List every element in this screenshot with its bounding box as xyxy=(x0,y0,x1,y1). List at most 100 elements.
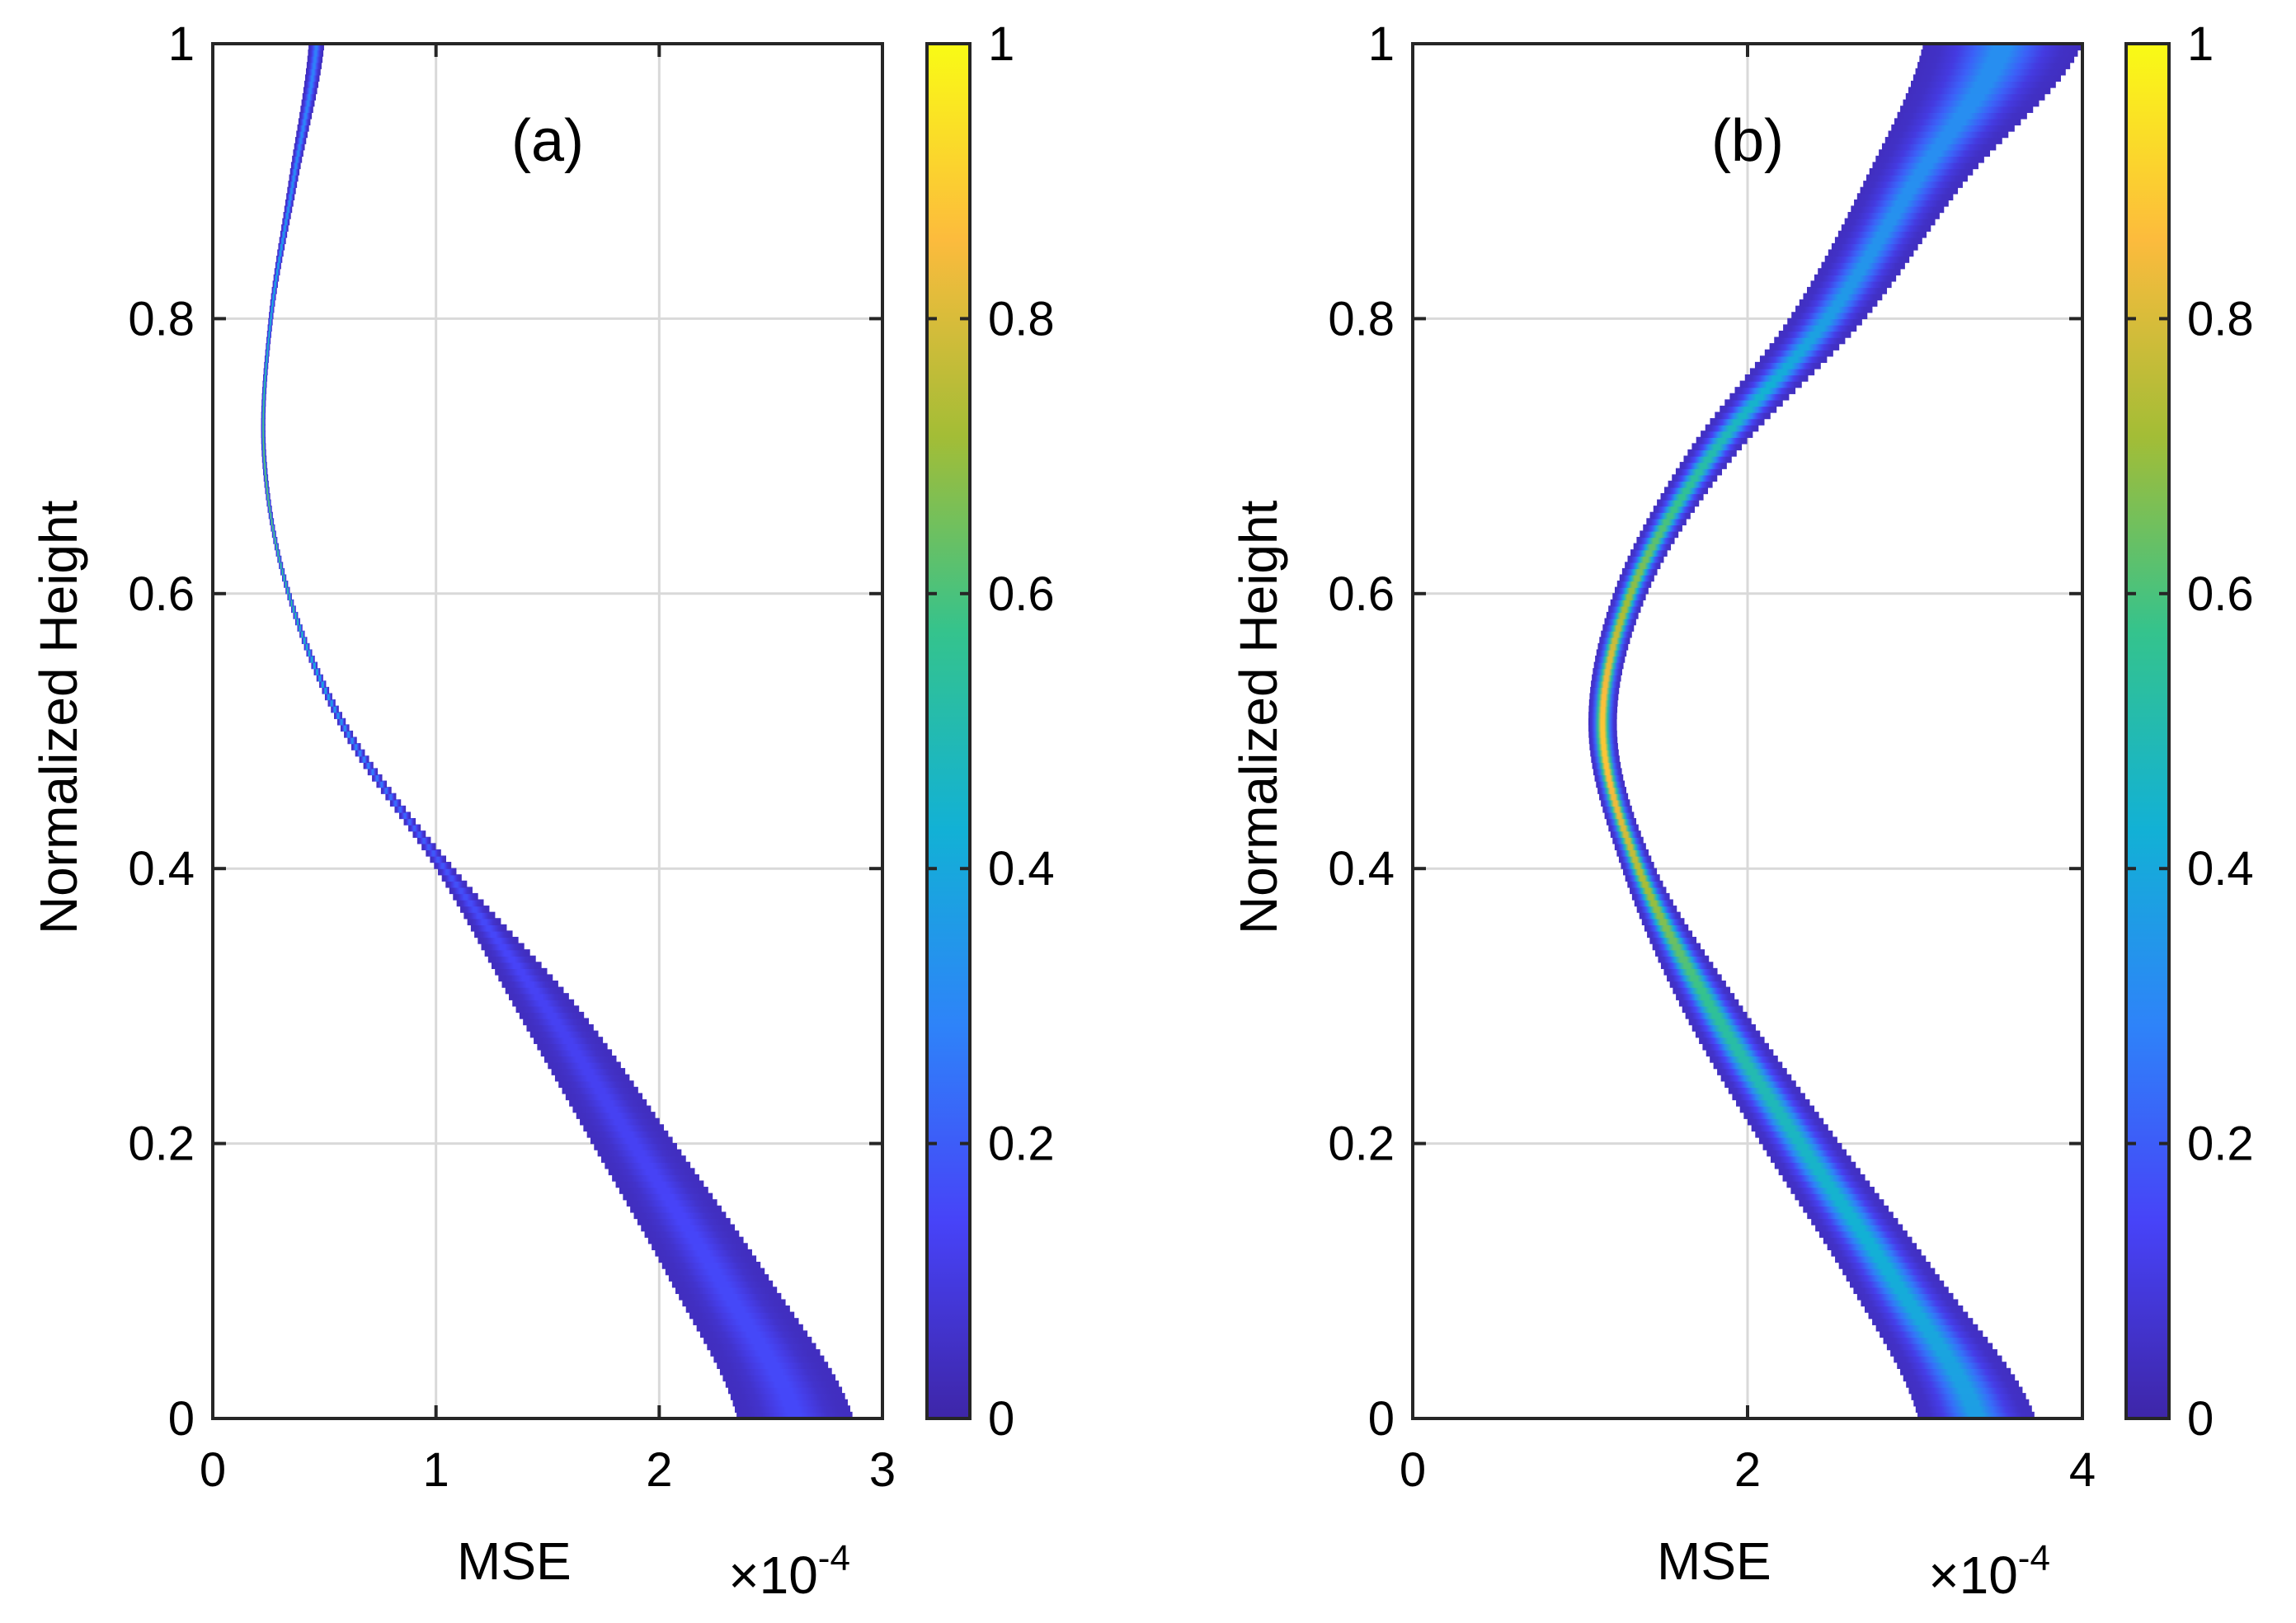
band-strip xyxy=(416,836,431,844)
band-strip xyxy=(281,224,289,232)
band-strip xyxy=(261,399,266,407)
band-strip xyxy=(630,1205,722,1213)
band-strip xyxy=(261,393,266,401)
band-strip xyxy=(285,199,294,207)
band-strip xyxy=(273,274,280,282)
band-strip xyxy=(1621,862,1654,869)
band-strip xyxy=(263,468,268,476)
panel-a-colorbar xyxy=(927,44,970,1418)
panel-a-ylabel: Normalized Height xyxy=(29,500,88,934)
band-strip xyxy=(308,49,324,57)
band-strip xyxy=(1729,393,1790,401)
band-strip xyxy=(1713,1061,1783,1070)
band-strip xyxy=(1818,268,1901,275)
band-strip xyxy=(1872,162,1978,170)
band-strip xyxy=(1597,787,1627,794)
panel-b-label: (b) xyxy=(1711,108,1784,174)
band-strip xyxy=(512,999,575,1007)
band-strip xyxy=(284,581,289,588)
band-strip xyxy=(1846,1274,1940,1282)
band-strip xyxy=(1646,518,1687,526)
band-strip xyxy=(1688,1018,1752,1026)
band-strip xyxy=(481,943,525,951)
band-strip xyxy=(1710,418,1765,426)
band-strip xyxy=(1754,361,1821,369)
band-strip xyxy=(265,349,270,357)
y-tick-label: 0.8 xyxy=(1328,292,1395,346)
band-strip xyxy=(1636,537,1675,544)
band-strip xyxy=(1696,436,1748,445)
x-tick-label: 2 xyxy=(646,1443,672,1497)
band-strip xyxy=(1601,799,1630,807)
band-strip xyxy=(1649,936,1697,944)
band-strip xyxy=(615,1180,704,1188)
band-strip xyxy=(1915,68,2066,76)
band-strip xyxy=(306,649,313,657)
band-strip xyxy=(308,655,315,663)
band-strip xyxy=(1590,686,1620,694)
x-tick-label: 0 xyxy=(200,1443,226,1497)
band-strip xyxy=(1625,562,1661,570)
band-strip xyxy=(1593,661,1624,670)
band-strip xyxy=(293,149,303,157)
band-strip xyxy=(1655,949,1706,957)
band-strip xyxy=(1702,1042,1769,1051)
band-strip xyxy=(1770,1155,1851,1163)
band-strip xyxy=(736,1411,853,1419)
band-strip xyxy=(1900,1367,2011,1376)
band-strip xyxy=(261,418,266,426)
band-strip xyxy=(274,268,280,275)
band-strip xyxy=(1814,274,1897,282)
band-strip xyxy=(269,305,275,313)
band-strip xyxy=(266,343,271,350)
band-strip xyxy=(1883,1336,1988,1344)
band-strip xyxy=(1888,130,2009,139)
band-strip xyxy=(267,506,272,513)
band-strip xyxy=(671,1280,774,1288)
band-strip xyxy=(644,1230,740,1238)
panel-a-density-band xyxy=(261,43,853,1419)
band-strip xyxy=(495,967,548,976)
band-strip xyxy=(267,324,272,332)
band-strip xyxy=(1908,87,2051,95)
band-strip xyxy=(1913,74,2061,82)
band-strip xyxy=(1851,205,1945,214)
band-strip xyxy=(1856,1292,1954,1301)
band-strip xyxy=(1795,1193,1880,1201)
band-strip xyxy=(271,293,276,301)
band-strip xyxy=(1679,462,1727,469)
band-strip xyxy=(1811,1217,1898,1225)
band-strip xyxy=(303,80,319,88)
band-strip xyxy=(558,1080,634,1089)
band-strip xyxy=(1732,1093,1805,1101)
band-strip xyxy=(1854,199,1949,207)
band-strip xyxy=(261,387,267,394)
band-strip xyxy=(641,1224,736,1232)
band-strip xyxy=(565,1093,643,1101)
band-strip xyxy=(1875,1324,1978,1332)
band-strip xyxy=(1799,1199,1884,1207)
band-strip xyxy=(336,717,346,726)
band-strip xyxy=(268,318,273,326)
panel-b-ticks xyxy=(1411,42,2084,1420)
band-strip xyxy=(1636,906,1677,913)
band-strip xyxy=(1672,474,1718,482)
band-strip xyxy=(1778,1168,1861,1176)
band-strip xyxy=(1601,630,1632,638)
band-strip xyxy=(1643,524,1682,532)
band-strip xyxy=(1590,749,1619,757)
band-strip xyxy=(261,405,266,413)
band-strip xyxy=(278,242,285,251)
band-strip xyxy=(623,1193,713,1201)
band-strip xyxy=(1863,181,1963,188)
band-strip xyxy=(399,812,412,820)
band-strip xyxy=(1602,805,1632,813)
band-strip xyxy=(1759,355,1828,364)
band-strip xyxy=(1706,1049,1774,1057)
band-strip xyxy=(1875,155,1984,163)
band-strip xyxy=(1717,1068,1787,1075)
band-strip xyxy=(1739,1105,1815,1113)
panel-a-xtick-labels: 0 1 2 3 xyxy=(200,1443,896,1497)
colorbar-tick-label: 1 xyxy=(2187,17,2214,71)
band-strip xyxy=(1588,724,1617,732)
